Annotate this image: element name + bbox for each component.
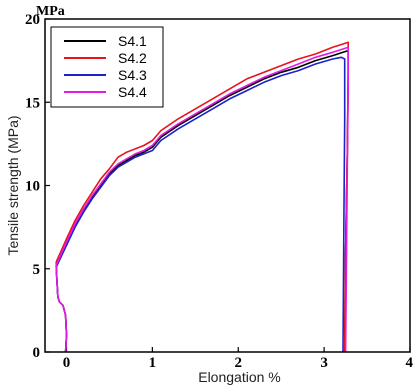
legend-label: S4.2 (118, 50, 147, 66)
x-tick-label: 1 (149, 355, 157, 371)
series-layer (55, 41, 349, 353)
y-tick-label: 0 (33, 345, 41, 361)
legend: S4.1S4.2S4.3S4.4 (50, 26, 164, 108)
plot-area-frame (44, 18, 411, 353)
y-tick-label: 20 (25, 12, 40, 28)
x-tick-label: 4 (406, 355, 414, 371)
x-axis-label: Elongation % (198, 369, 281, 385)
y-tick-label: 10 (25, 179, 40, 195)
y-axis-label: Tensile strength (MPa) (5, 115, 21, 255)
x-tick-label: 3 (320, 355, 328, 371)
x-tick-label: 0 (63, 355, 71, 371)
y-tick-label: 5 (33, 262, 41, 278)
legend-label: S4.1 (118, 33, 147, 49)
legend-label: S4.4 (118, 84, 147, 100)
series-line-S4-4 (55, 46, 349, 353)
legend-label: S4.3 (118, 67, 147, 83)
y-tick-label: 15 (25, 95, 40, 111)
axis-ticks: 0 5 10 15 20 0 1 2 3 4 (25, 12, 414, 371)
y-unit-label: MPa (36, 4, 65, 19)
x-tick-label: 2 (234, 355, 242, 371)
